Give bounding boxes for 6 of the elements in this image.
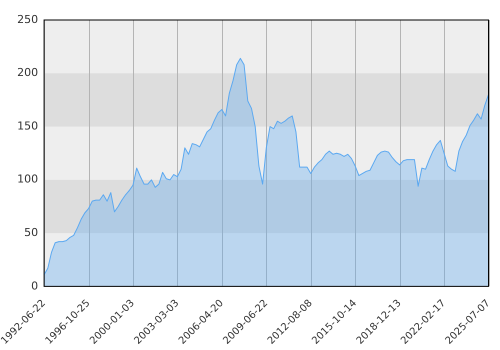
y-tick-label: 100: [17, 172, 38, 186]
y-tick-label: 200: [17, 66, 38, 80]
y-tick-label: 50: [24, 226, 38, 239]
y-tick-label: 150: [17, 119, 38, 132]
y-tick-label: 0: [31, 279, 38, 292]
y-tick-label: 250: [17, 12, 38, 26]
